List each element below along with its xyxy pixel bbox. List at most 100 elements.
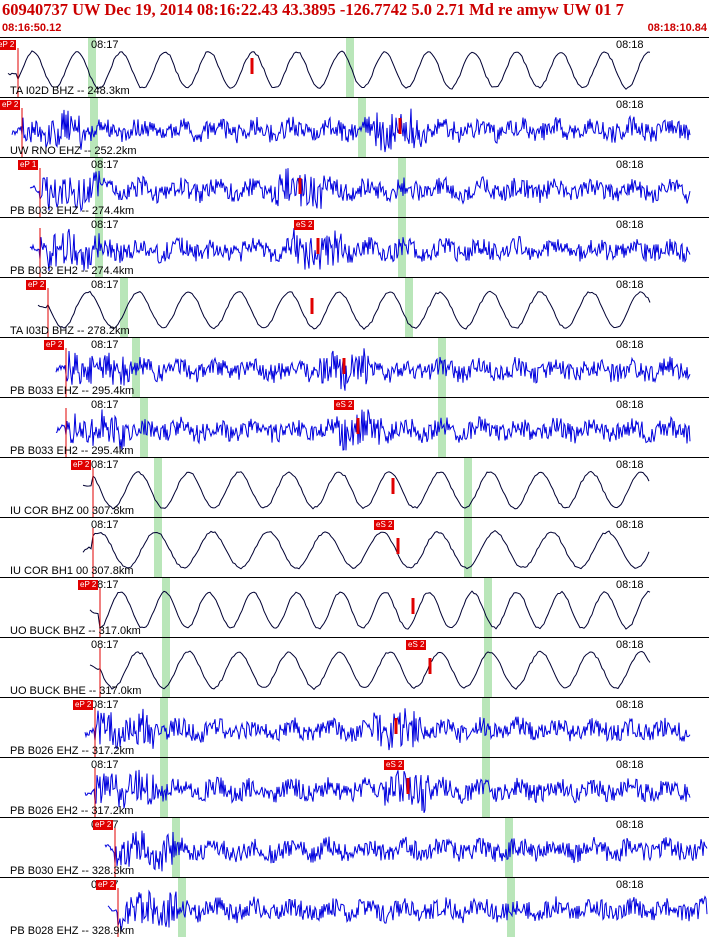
seismogram-panel[interactable]: 08:17 08:18 eP 2 PB B033 EHZ -- 295.4km	[0, 337, 709, 397]
analysis-window	[162, 638, 170, 697]
time-tick-2: 08:18	[616, 279, 644, 291]
time-tick-2: 08:18	[616, 579, 644, 591]
time-tick-1: 08:17	[91, 39, 119, 51]
station-label: TA I02D BHZ -- 248.3km	[10, 85, 130, 97]
seismogram-panel[interactable]: 08:17 08:18 eS 2 PB B026 EH2 -- 317.2km	[0, 757, 709, 817]
waveform-plot	[29, 158, 691, 217]
seismogram-panel[interactable]: 08:17 08:18 eP 2 TA I02D BHZ -- 248.3km	[0, 37, 709, 97]
analysis-window	[154, 458, 162, 517]
waveform-trace	[7, 50, 651, 90]
seismogram-panel[interactable]: 08:17 08:18 eS 2 IU COR BH1 00 307.8km	[0, 517, 709, 577]
time-tick-1: 08:17	[91, 699, 119, 711]
time-tick-2: 08:18	[616, 459, 644, 471]
phase-pick-label[interactable]: eP 2	[0, 40, 17, 50]
station-label: PB B026 EH2 -- 317.2km	[10, 805, 134, 817]
seismogram-panel[interactable]: 08:17 08:18 eS 2 UO BUCK BHE -- 317.0km	[0, 637, 709, 697]
station-label: PB B032 EH2 -- 274.4km	[10, 265, 134, 277]
time-tick-1: 08:17	[91, 519, 119, 531]
waveform-trace	[82, 529, 650, 570]
seismogram-panel[interactable]: 08:17 08:18 eS 2 PB B032 EH2 -- 274.4km	[0, 217, 709, 277]
start-time-label: 08:16:50.12	[2, 22, 62, 34]
waveform-plot	[82, 458, 650, 517]
time-tick-2: 08:18	[616, 159, 644, 171]
waveform-trace	[37, 290, 651, 330]
phase-pick-label[interactable]: eP 2	[96, 880, 117, 890]
seismogram-panel[interactable]: 08:17 08:18 eS 2 PB B033 EH2 -- 295.4km	[0, 397, 709, 457]
analysis-window	[88, 38, 96, 97]
phase-pick-label[interactable]: eP 2	[71, 460, 92, 470]
waveform-trace	[84, 708, 691, 751]
station-label: PB B030 EHZ -- 328.3km	[10, 865, 135, 877]
time-tick-2: 08:18	[616, 39, 644, 51]
time-tick-2: 08:18	[616, 699, 644, 711]
analysis-window	[484, 578, 492, 637]
phase-pick-label[interactable]: eP 1	[18, 160, 39, 170]
station-label: PB B032 EHZ -- 274.4km	[10, 205, 135, 217]
waveform-trace	[82, 470, 650, 510]
seismogram-panel[interactable]: 08:17 08:18 eP 2 IU COR BHZ 00 307.8km	[0, 457, 709, 517]
waveform-plot	[89, 638, 651, 697]
waveform-trace	[107, 889, 708, 932]
phase-pick-label[interactable]: eP 2	[0, 100, 21, 110]
time-tick-1: 08:17	[91, 399, 119, 411]
waveform-plot	[29, 218, 691, 277]
waveform-plot	[84, 758, 691, 817]
waveform-trace	[55, 348, 691, 391]
waveform-plot	[11, 98, 691, 157]
header: 60940737 UW Dec 19, 2014 08:16:22.43 43.…	[0, 0, 709, 37]
time-tick-2: 08:18	[616, 339, 644, 351]
time-tick-2: 08:18	[616, 639, 644, 651]
waveform-plot	[55, 398, 691, 457]
end-time-label: 08:18:10.84	[647, 22, 707, 34]
phase-pick-label[interactable]: eP 2	[93, 820, 114, 830]
analysis-window	[120, 278, 128, 337]
time-tick-2: 08:18	[616, 519, 644, 531]
time-tick-1: 08:17	[91, 759, 119, 771]
analysis-window	[482, 758, 490, 817]
analysis-window	[154, 518, 162, 577]
phase-pick-label[interactable]: eS 2	[384, 760, 405, 770]
waveform-trace	[55, 409, 691, 451]
seismogram-panel[interactable]: 08:17 08:18 eP 2 TA I03D BHZ -- 278.2km	[0, 277, 709, 337]
phase-pick-label[interactable]: eP 2	[26, 280, 47, 290]
phase-pick-label[interactable]: eP 2	[78, 580, 99, 590]
time-tick-1: 08:17	[91, 279, 119, 291]
waveform-trace	[104, 830, 708, 872]
phase-pick-label[interactable]: eS 2	[406, 640, 427, 650]
analysis-window	[507, 878, 515, 937]
time-tick-2: 08:18	[616, 99, 644, 111]
analysis-window	[172, 818, 180, 877]
station-label: PB B033 EHZ -- 295.4km	[10, 385, 135, 397]
phase-pick-label[interactable]: eS 2	[334, 400, 355, 410]
station-label: IU COR BHZ 00 307.8km	[10, 505, 135, 517]
phase-pick-label[interactable]: eS 2	[374, 520, 395, 530]
station-label: PB B026 EHZ -- 317.2km	[10, 745, 135, 757]
seismogram-panel[interactable]: 08:17 08:18 eP 2 PB B026 EHZ -- 317.2km	[0, 697, 709, 757]
time-tick-1: 08:17	[91, 639, 119, 651]
time-tick-2: 08:18	[616, 819, 644, 831]
waveform-plot	[84, 698, 691, 757]
phase-pick-label[interactable]: eP 2	[44, 340, 65, 350]
seismogram-panel[interactable]: 08:17 08:18 eP 1 PB B032 EHZ -- 274.4km	[0, 157, 709, 217]
waveform-trace	[84, 769, 691, 813]
time-tick-2: 08:18	[616, 759, 644, 771]
phase-pick-label[interactable]: eS 2	[294, 220, 315, 230]
time-tick-2: 08:18	[616, 219, 644, 231]
seismogram-panel[interactable]: 08:18 eP 2 UW RNO EHZ -- 252.2km	[0, 97, 709, 157]
station-label: PB B033 EH2 -- 295.4km	[10, 445, 134, 457]
waveform-plot	[104, 818, 708, 877]
waveform-trace	[29, 227, 691, 271]
analysis-window	[464, 518, 472, 577]
time-tick-1: 08:17	[91, 159, 119, 171]
waveform-plot	[82, 518, 650, 577]
seismogram-panel[interactable]: 08:17 08:18 eP 2 UO BUCK BHZ -- 317.0km	[0, 577, 709, 637]
analysis-window	[132, 338, 140, 397]
time-tick-1: 08:17	[91, 219, 119, 231]
waveform-plot	[107, 878, 708, 937]
analysis-window	[90, 98, 98, 157]
phase-pick-label[interactable]: eP 2	[73, 700, 94, 710]
station-label: UO BUCK BHZ -- 317.0km	[10, 625, 141, 637]
